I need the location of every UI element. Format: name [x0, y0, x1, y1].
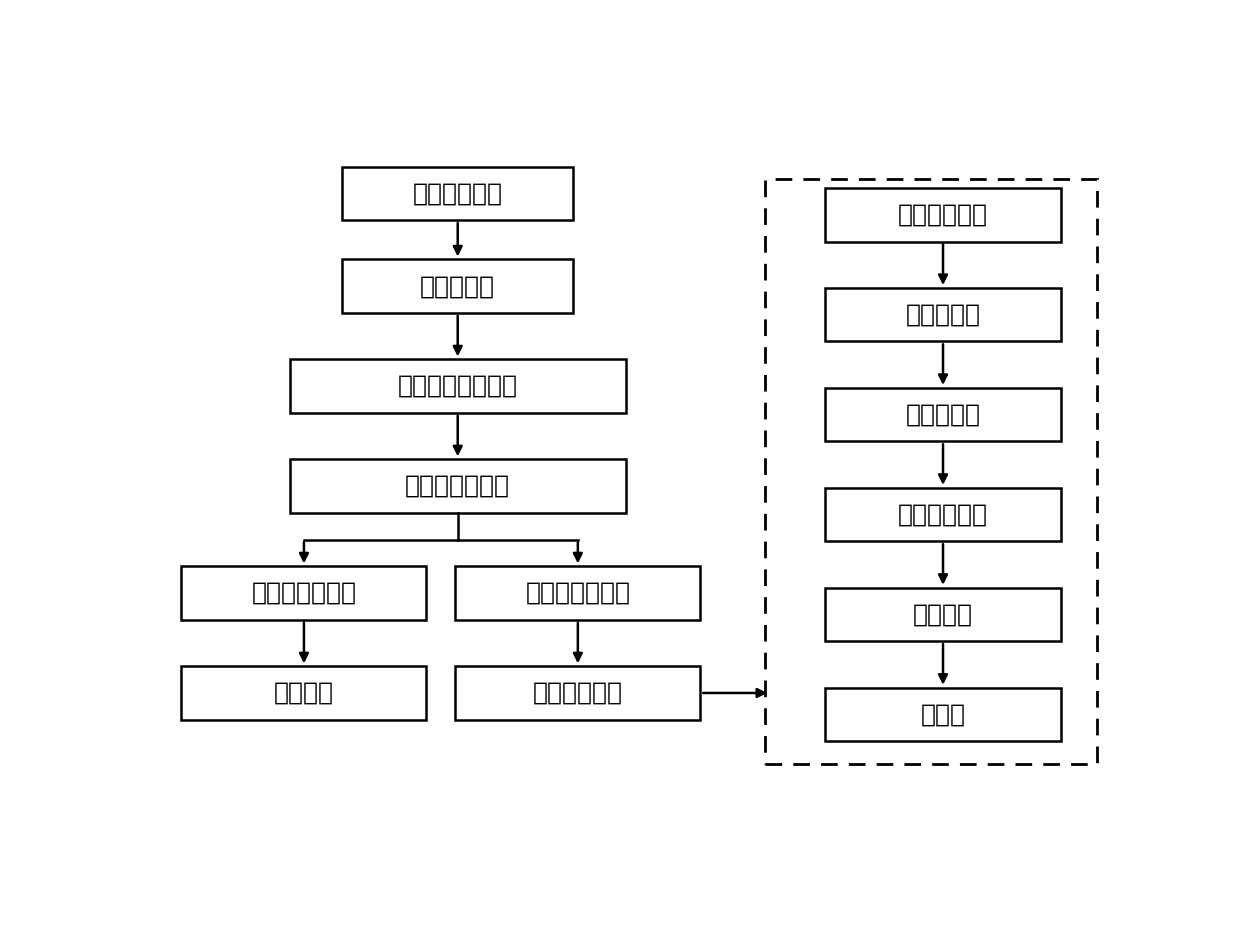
- FancyBboxPatch shape: [290, 459, 626, 513]
- Text: 全局传播: 全局传播: [913, 603, 973, 627]
- Text: 联合树初始化: 联合树初始化: [898, 502, 988, 527]
- Text: 划分贝叶斯网络: 划分贝叶斯网络: [405, 474, 510, 498]
- Text: 三角化处理: 三角化处理: [905, 303, 981, 326]
- Text: 建立联合树: 建立联合树: [905, 402, 981, 426]
- FancyBboxPatch shape: [826, 488, 1060, 541]
- FancyBboxPatch shape: [826, 288, 1060, 341]
- Text: 多连通网络推理: 多连通网络推理: [526, 581, 630, 605]
- Text: 转化为贝叶斯网络: 转化为贝叶斯网络: [398, 375, 518, 398]
- FancyBboxPatch shape: [181, 667, 427, 719]
- FancyBboxPatch shape: [826, 588, 1060, 641]
- FancyBboxPatch shape: [290, 360, 626, 413]
- Text: 直接求解: 直接求解: [274, 681, 334, 705]
- FancyBboxPatch shape: [826, 387, 1060, 441]
- Text: 联合树法求解: 联合树法求解: [533, 681, 622, 705]
- Text: 建立故障树: 建立故障树: [420, 274, 495, 298]
- Text: 故障模式分析: 故障模式分析: [413, 182, 502, 205]
- Text: 单连通网络推理: 单连通网络推理: [252, 581, 356, 605]
- Text: 边缘化: 边缘化: [920, 703, 966, 727]
- FancyBboxPatch shape: [342, 260, 573, 313]
- FancyBboxPatch shape: [455, 667, 701, 719]
- FancyBboxPatch shape: [826, 188, 1060, 242]
- FancyBboxPatch shape: [342, 167, 573, 220]
- FancyBboxPatch shape: [826, 688, 1060, 742]
- Text: 转化为道义图: 转化为道义图: [898, 203, 988, 227]
- FancyBboxPatch shape: [181, 566, 427, 620]
- FancyBboxPatch shape: [455, 566, 701, 620]
